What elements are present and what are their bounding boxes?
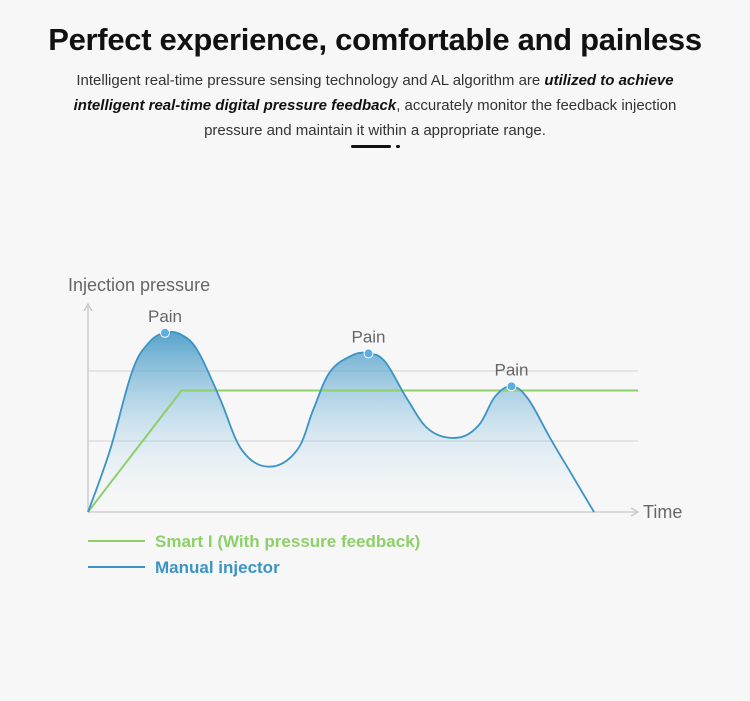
page-title: Perfect experience, comfortable and pain… [48,22,702,57]
x-axis-label: Time [643,502,682,522]
legend-label-smart: Smart I (With pressure feedback) [155,532,420,551]
description-emphasis: utilized to achieve intelligent real-tim… [73,72,674,114]
description-text-end: , accurately monitor the feedback inject… [204,97,677,139]
title-divider-dot [396,145,400,148]
y-axis-arrow [83,302,93,312]
smart-series-line [87,389,638,513]
pain-label-3: Pain [494,360,528,379]
title-divider [351,145,391,148]
pain-marker-2 [363,348,374,359]
pain-label-2: Pain [351,327,385,346]
legend-label-manual: Manual injector [155,558,280,577]
description-text-start: Intelligent real-time pressure sensing t… [76,72,545,89]
pain-label-1: Pain [148,307,182,326]
pain-annotations: Pain Pain Pain [148,307,529,392]
manual-injector-area [88,331,594,512]
description: Intelligent real-time pressure sensing t… [55,68,695,143]
pain-marker-1 [160,327,170,338]
x-axis-arrow [630,507,640,517]
pain-marker-3 [506,381,517,392]
y-axis-label: Injection pressure [68,275,210,295]
